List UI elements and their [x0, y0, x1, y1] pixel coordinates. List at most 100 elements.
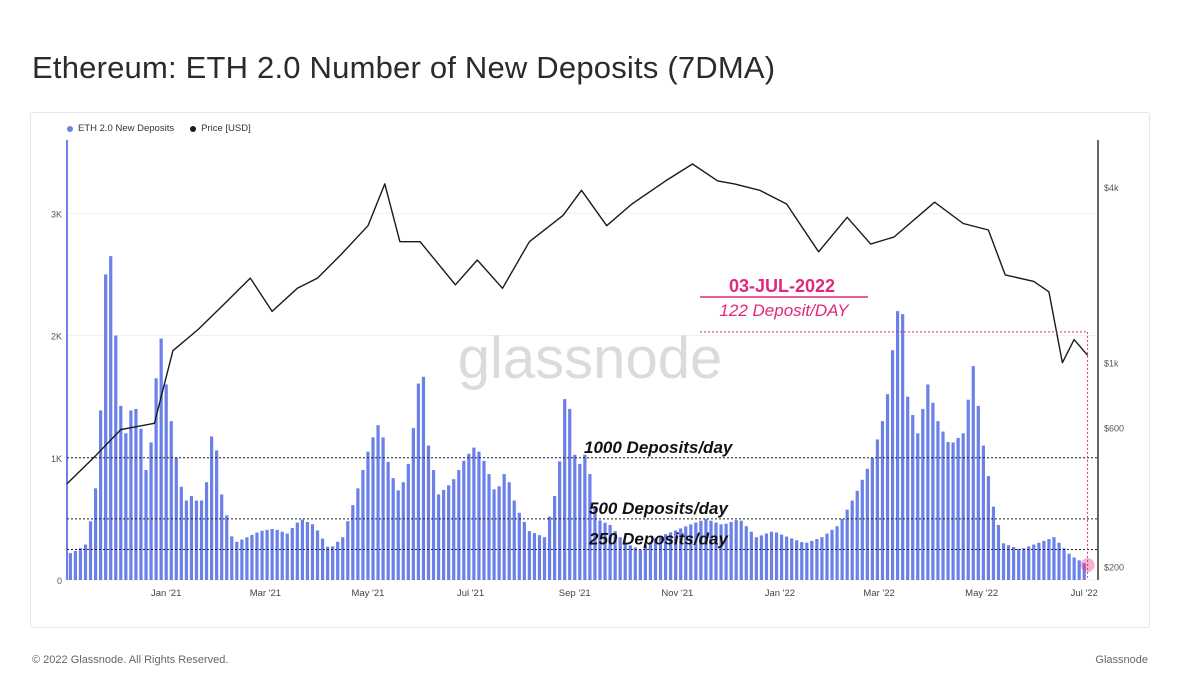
- deposit-bar-109: [618, 537, 622, 580]
- deposit-bar-87: [507, 482, 511, 580]
- deposit-bar-61: [376, 425, 380, 580]
- deposit-bar-164: [895, 311, 900, 580]
- deposit-bar-122: [684, 526, 688, 580]
- deposit-bar-130: [724, 523, 728, 580]
- deposit-bar-66: [401, 482, 405, 580]
- legend-swatch-price: [190, 125, 197, 132]
- deposit-bar-80: [472, 447, 476, 580]
- x-tick-5: Nov '21: [661, 588, 693, 599]
- deposit-bar-5: [93, 488, 98, 580]
- deposit-bar-184: [996, 525, 1001, 580]
- deposit-bar-69: [416, 383, 421, 580]
- deposit-bar-23: [184, 500, 188, 580]
- deposit-bar-82: [482, 460, 486, 580]
- deposit-bar-90: [522, 521, 526, 580]
- deposit-bar-26: [199, 500, 204, 580]
- deposit-bar-95: [547, 516, 552, 580]
- deposit-bar-53: [336, 541, 340, 580]
- deposit-bar-114: [643, 545, 647, 580]
- deposit-bar-143: [790, 538, 794, 580]
- deposit-bar-136: [754, 537, 758, 580]
- deposit-bar-22: [179, 486, 183, 580]
- deposit-bar-79: [467, 453, 471, 580]
- y-right-tick-0: $200: [1104, 563, 1124, 573]
- deposit-bar-41: [275, 529, 279, 580]
- deposit-bar-32: [230, 536, 234, 580]
- deposit-bar-59: [366, 451, 370, 580]
- deposit-bar-108: [613, 531, 617, 580]
- deposit-bar-158: [865, 468, 869, 580]
- deposit-bar-40: [270, 528, 274, 580]
- watermark: glassnode: [458, 326, 722, 391]
- legend-item-deposits[interactable]: ETH 2.0 New Deposits: [67, 123, 174, 134]
- annotation-value-label: 122 Deposit/DAY: [719, 301, 850, 320]
- deposit-bar-44: [290, 528, 294, 580]
- deposit-bar-8: [109, 256, 113, 580]
- deposit-bar-84: [492, 489, 496, 580]
- deposit-bar-42: [280, 531, 284, 580]
- deposit-bar-72: [431, 470, 436, 580]
- deposit-bar-17: [154, 378, 158, 580]
- deposit-bar-67: [406, 463, 410, 580]
- deposit-bar-14: [139, 428, 143, 580]
- deposit-bar-37: [255, 532, 259, 580]
- deposit-bar-39: [265, 529, 269, 580]
- deposit-bar-199: [1072, 557, 1076, 580]
- deposit-bar-197: [1062, 548, 1066, 580]
- deposit-bar-48: [310, 524, 315, 580]
- deposit-bar-52: [331, 546, 335, 580]
- deposit-bar-25: [194, 500, 199, 580]
- deposit-bar-162: [885, 394, 890, 580]
- deposit-bar-81: [477, 451, 481, 580]
- deposit-bar-97: [558, 461, 562, 580]
- deposit-bar-194: [1047, 539, 1051, 580]
- deposit-bar-71: [426, 445, 431, 580]
- deposit-bar-89: [517, 512, 521, 580]
- deposit-bar-93: [537, 535, 542, 580]
- deposit-bar-123: [689, 524, 693, 580]
- deposit-bar-161: [880, 421, 885, 580]
- deposit-bar-43: [285, 533, 289, 580]
- deposit-bar-177: [961, 433, 965, 580]
- y-left-tick-0: 0: [57, 576, 62, 586]
- deposit-bar-56: [351, 505, 355, 580]
- deposit-bar-182: [986, 476, 990, 580]
- deposit-bar-186: [1006, 545, 1011, 580]
- deposit-bar-76: [452, 479, 456, 580]
- deposit-bar-83: [487, 474, 491, 580]
- deposit-bar-107: [608, 525, 612, 580]
- deposit-bar-131: [729, 521, 733, 580]
- deposit-bar-60: [371, 437, 375, 580]
- legend-item-price[interactable]: Price [USD]: [190, 123, 251, 134]
- deposit-bar-73: [436, 494, 441, 580]
- deposit-bar-119: [669, 532, 673, 580]
- deposit-bar-27: [204, 482, 209, 580]
- annotation-date-label: 03-JUL-2022: [729, 276, 835, 296]
- deposit-bar-110: [623, 543, 627, 580]
- deposit-bar-77: [457, 470, 461, 580]
- deposit-bar-146: [805, 542, 809, 580]
- deposit-bar-126: [704, 518, 708, 580]
- deposit-bar-139: [769, 531, 774, 580]
- deposit-bar-31: [225, 515, 229, 580]
- deposit-bar-141: [779, 534, 784, 580]
- deposit-bar-192: [1037, 542, 1041, 580]
- deposit-bar-29: [215, 450, 219, 580]
- deposit-bar-170: [926, 384, 930, 580]
- deposit-bar-179: [971, 366, 975, 580]
- deposit-bar-118: [663, 534, 668, 580]
- deposit-bar-102: [583, 454, 587, 580]
- deposit-bar-99: [568, 408, 572, 580]
- deposit-bar-153: [840, 518, 844, 580]
- deposit-bar-3: [83, 544, 88, 580]
- deposit-bar-133: [739, 520, 743, 580]
- deposit-bar-187: [1012, 547, 1016, 580]
- deposit-bar-75: [447, 485, 451, 580]
- deposit-bar-181: [981, 445, 985, 580]
- deposit-bar-11: [124, 433, 128, 580]
- deposit-bar-50: [320, 538, 325, 580]
- reference-label-1000: 1000 Deposits/day: [584, 438, 734, 457]
- deposit-bar-150: [825, 533, 829, 580]
- deposit-bar-151: [830, 529, 834, 580]
